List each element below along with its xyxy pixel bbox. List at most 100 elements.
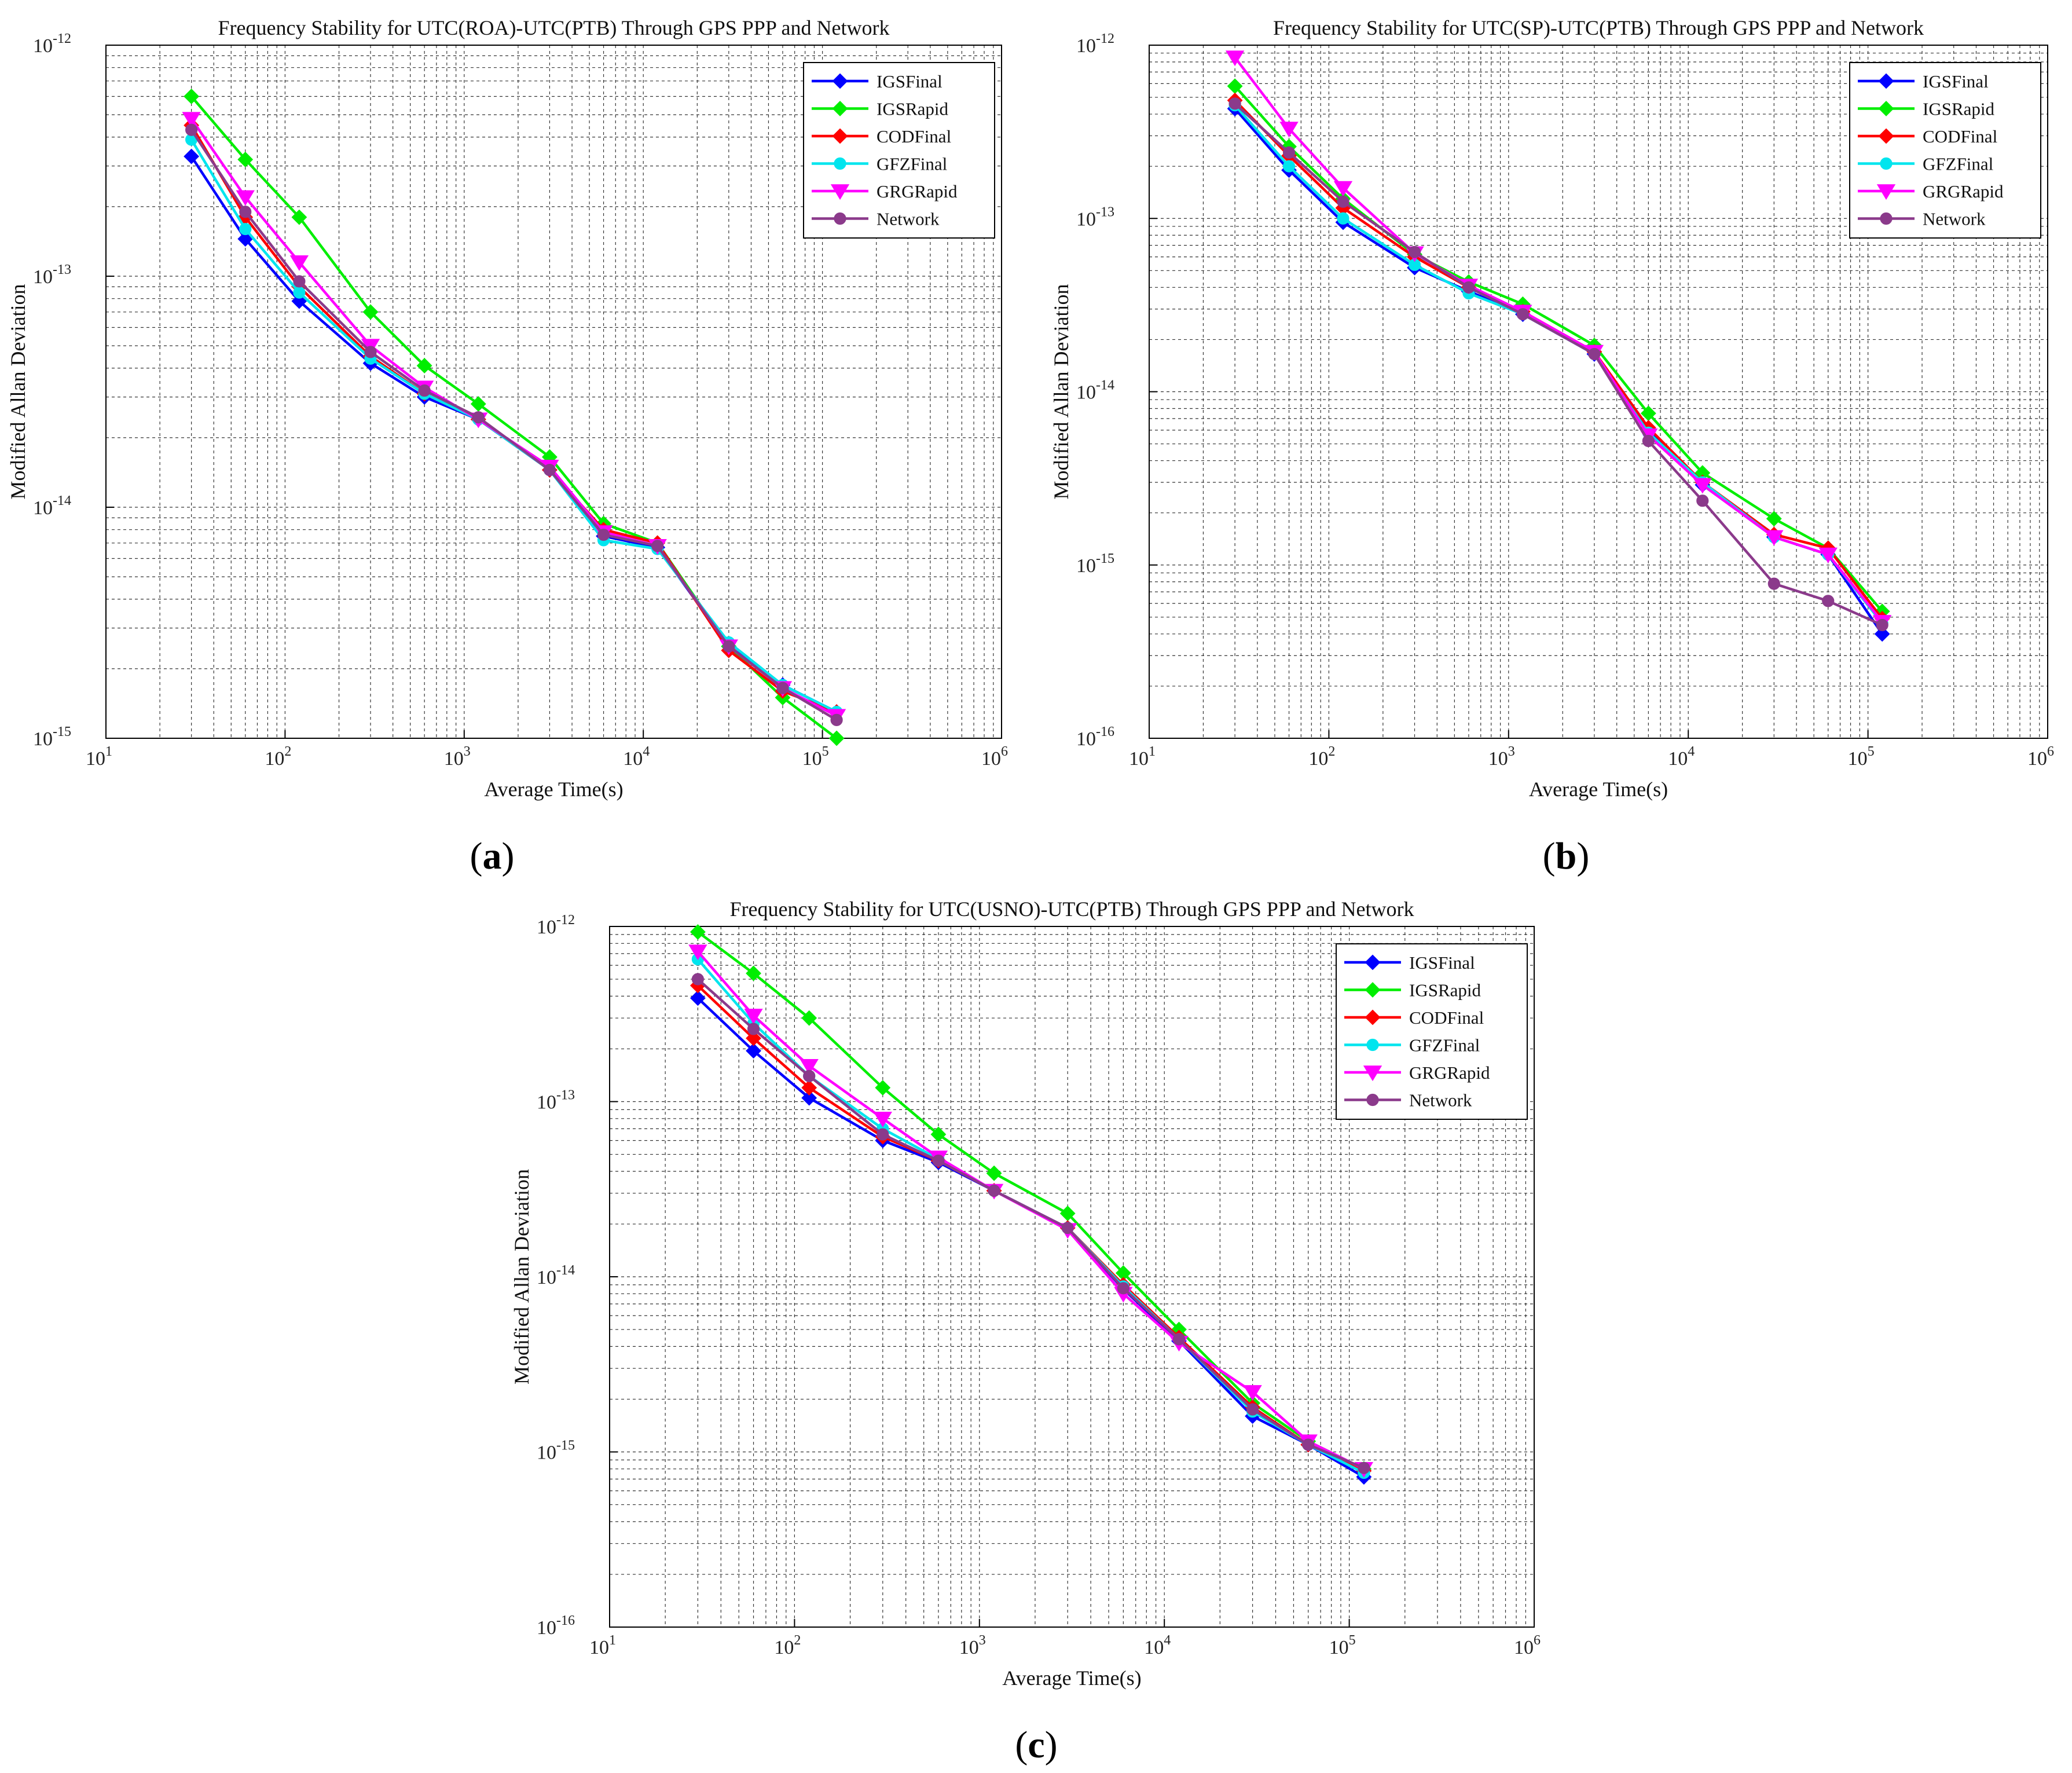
Network-point-10 (1822, 595, 1835, 607)
y-tick-label: 10-14 (33, 493, 71, 519)
legend-Network-point-0 (1366, 1093, 1379, 1107)
IGSRapid-point-2 (801, 1010, 817, 1026)
x-axis-label: Average Time(s) (484, 778, 623, 801)
Network-point-9 (723, 640, 735, 653)
y-axis-label: Modified Allan Deviation (1050, 284, 1073, 500)
x-tick-label: 104 (1668, 744, 1695, 770)
legend-label-GRGRapid: GRGRapid (1923, 181, 2004, 202)
y-tick-label: 10-12 (1076, 31, 1114, 57)
axes-frame (105, 45, 1002, 739)
legend-label-IGSRapid: IGSRapid (1409, 980, 1481, 1001)
Network-point-3 (877, 1128, 889, 1141)
legend-label-IGSFinal: IGSFinal (877, 71, 943, 91)
legend-IGSFinal-point-0 (1365, 954, 1381, 970)
panel-label-a: (a) (470, 835, 515, 877)
panel-label-c: (c) (1015, 1724, 1057, 1766)
x-tick-label: 106 (2027, 744, 2054, 770)
legend-Network-point-0 (1880, 212, 1893, 225)
y-tick-label: 10-15 (537, 1438, 575, 1464)
GRGRapid-point-3 (873, 1112, 892, 1127)
x-tick-label: 104 (623, 744, 650, 770)
Network-point-1 (747, 1023, 760, 1035)
legend-GRGRapid-point-0 (1363, 1065, 1382, 1082)
Network-point-2 (803, 1069, 816, 1082)
x-tick-label: 105 (1329, 1633, 1356, 1658)
GRGRapid-point-1 (744, 1009, 763, 1025)
Network-point-7 (597, 528, 610, 541)
chart-title: Frequency Stability for UTC(USNO)-UTC(PT… (730, 898, 1414, 921)
Network-point-6 (1061, 1222, 1074, 1234)
x-tick-label: 103 (959, 1633, 986, 1658)
legend-Network-point-0 (834, 212, 846, 225)
Network-point-0 (691, 973, 704, 986)
Network-point-3 (1408, 246, 1421, 258)
IGSRapid-point-11 (828, 730, 845, 746)
y-tick-label: 10-14 (537, 1263, 575, 1288)
series-Network (1228, 97, 1888, 632)
IGSFinal-point-1 (237, 231, 254, 247)
legend-label-Network: Network (877, 209, 940, 229)
legend-IGSFinal-point-0 (1878, 73, 1894, 89)
x-axis-label: Average Time(s) (1529, 778, 1668, 801)
IGSFinal-point-11 (1874, 626, 1890, 642)
IGSRapid-point-5 (470, 396, 486, 412)
legend-label-IGSFinal: IGSFinal (1409, 953, 1475, 973)
x-tick-label: 106 (981, 744, 1008, 770)
Network-point-9 (1246, 1403, 1259, 1416)
legend-CODFinal-point-0 (832, 128, 848, 144)
y-tick-label: 10-15 (33, 724, 71, 750)
legend: IGSFinal IGSRapid CODFinal GFZFinal GRGRapid… (1849, 62, 2041, 239)
IGSRapid-line (1234, 85, 1883, 613)
y-axis-label: Modified Allan Deviation (510, 1169, 533, 1384)
grid (610, 926, 1534, 1627)
Network-point-11 (1876, 618, 1888, 632)
IGSRapid-point-2 (291, 209, 307, 225)
legend-GFZFinal-point-0 (834, 157, 846, 170)
panel-label-b: (b) (1543, 835, 1590, 877)
y-tick-label: 10-16 (1076, 724, 1114, 750)
Network-point-5 (988, 1184, 1000, 1197)
Network-point-7 (1642, 434, 1655, 448)
series-Network (691, 973, 1370, 1474)
IGSFinal-point-1 (746, 1043, 761, 1059)
IGSFinal-point-2 (291, 293, 307, 309)
y-tick-label: 10-12 (537, 913, 575, 938)
x-tick-label: 106 (1514, 1633, 1541, 1658)
GFZFinal-point-1 (1282, 160, 1296, 173)
Network-point-4 (1462, 281, 1475, 294)
Network-point-0 (1228, 97, 1241, 110)
legend-IGSFinal-point-0 (832, 73, 848, 89)
GRGRapid-point-1 (1279, 122, 1299, 138)
Network-point-2 (293, 275, 306, 288)
Network-point-8 (1172, 1333, 1186, 1346)
legend-IGSRapid-point-0 (832, 101, 848, 116)
legend-GFZFinal-point-0 (1366, 1038, 1379, 1052)
x-tick-label: 101 (86, 744, 112, 770)
IGSRapid-point-1 (746, 965, 761, 981)
Network-point-4 (932, 1154, 945, 1167)
Network-point-7 (1117, 1282, 1129, 1295)
GRGRapid-point-2 (1333, 181, 1353, 197)
y-tick-label: 10-14 (1076, 378, 1114, 404)
x-tick-label: 102 (1308, 744, 1335, 770)
Network-point-4 (418, 384, 431, 397)
chart-panel-b: 101 102 103 104 105 106 10-16 10-15 10-14 10-13 10… (1050, 16, 2054, 801)
IGSRapid-point-0 (690, 924, 706, 940)
legend-label-Network: Network (1923, 209, 1986, 229)
GRGRapid-point-2 (800, 1058, 819, 1075)
legend-IGSRapid-point-0 (1365, 982, 1381, 998)
Network-point-8 (651, 540, 664, 552)
legend-label-IGSRapid: IGSRapid (877, 99, 949, 119)
CODFinal-point-1 (746, 1030, 761, 1046)
legend-label-GRGRapid: GRGRapid (877, 181, 958, 202)
Network-point-6 (543, 464, 556, 477)
x-tick-label: 105 (802, 744, 829, 770)
IGSRapid-point-9 (1766, 511, 1782, 527)
Network-point-5 (1516, 308, 1529, 321)
GRGRapid-point-1 (236, 190, 255, 206)
legend-label-GFZFinal: GFZFinal (1409, 1035, 1480, 1056)
GRGRapid-line (1234, 56, 1883, 623)
Network-point-10 (776, 682, 789, 694)
IGSRapid-point-0 (184, 89, 200, 104)
